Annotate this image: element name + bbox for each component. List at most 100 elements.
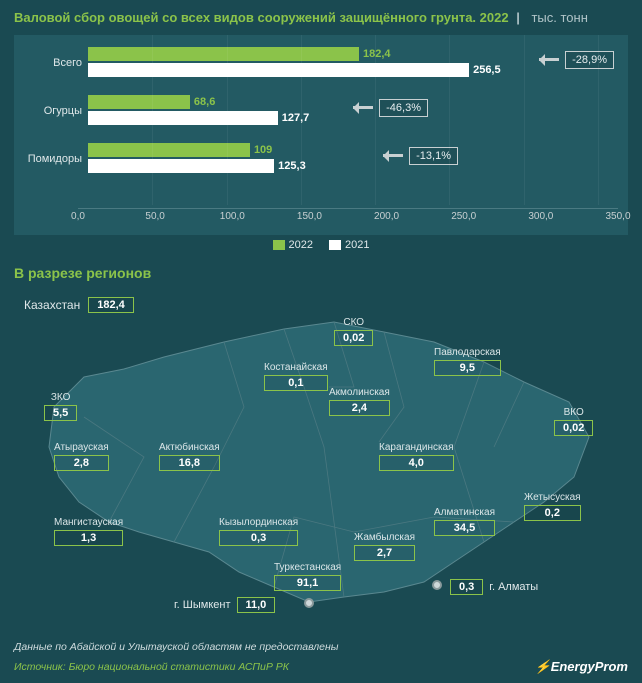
legend-item: 2021 xyxy=(329,239,369,251)
title-unit: тыс. тонн xyxy=(531,10,587,25)
bar-value-2022: 68,6 xyxy=(194,95,215,109)
kazakhstan-total: Казахстан 182,4 xyxy=(24,297,134,313)
region-label: Мангистауская 1,3 xyxy=(54,517,123,546)
map-area: Казахстан 182,4 СКО0,02Павлодарская9,5Ко… xyxy=(14,287,628,637)
city-marker-icon xyxy=(304,598,314,608)
x-axis xyxy=(78,208,618,209)
region-name: Жетысуская xyxy=(524,492,581,503)
city-name: г. Шымкент xyxy=(174,599,231,611)
region-name: Акмолинская xyxy=(329,387,390,398)
grid-line xyxy=(301,35,302,205)
region-value: 2,4 xyxy=(329,400,390,416)
city-value: 0,3 xyxy=(450,579,483,595)
x-tick-label: 100,0 xyxy=(220,211,245,222)
bar-row: Огурцы 68,6 127,7 -46,3% xyxy=(24,93,618,135)
x-tick-label: 150,0 xyxy=(297,211,322,222)
bar-2022: 182,4 xyxy=(88,47,359,61)
region-label: Алматинская 34,5 xyxy=(434,507,495,536)
delta-value: -28,9% xyxy=(565,51,614,69)
region-name: ВКО xyxy=(554,407,593,418)
delta-indicator: -13,1% xyxy=(377,147,458,165)
legend-item: 2022 xyxy=(273,239,313,251)
region-label: ЗКО 5,5 xyxy=(44,392,77,421)
city-label: г. Шымкент11,0 xyxy=(174,597,275,613)
region-value: 1,3 xyxy=(54,530,123,546)
legend-label: 2022 xyxy=(289,239,313,251)
city-name: г. Алматы xyxy=(489,581,538,593)
brand-logo: ⚡EnergyProm xyxy=(535,659,629,675)
x-tick-label: 0,0 xyxy=(71,211,85,222)
region-value: 4,0 xyxy=(379,455,454,471)
x-tick-label: 350,0 xyxy=(605,211,630,222)
region-name: Карагандинская xyxy=(379,442,454,453)
source-text: Источник: Бюро национальной статистики А… xyxy=(14,661,289,673)
legend-swatch xyxy=(329,240,341,250)
region-label: Костанайская 0,1 xyxy=(264,362,328,391)
category-label: Всего xyxy=(24,57,82,69)
region-value: 2,8 xyxy=(54,455,109,471)
region-value: 9,5 xyxy=(434,360,501,376)
region-label: Жетысуская 0,2 xyxy=(524,492,581,521)
region-label: Атырауская2,8 xyxy=(54,442,109,471)
region-value: 0,2 xyxy=(524,505,581,521)
delta-value: -46,3% xyxy=(379,99,428,117)
region-name: Мангистауская xyxy=(54,517,123,528)
bar-value-2021: 256,5 xyxy=(473,63,501,77)
region-name: Туркестанская xyxy=(274,562,341,573)
delta-value: -13,1% xyxy=(409,147,458,165)
region-name: Костанайская xyxy=(264,362,328,373)
region-value: 2,7 xyxy=(354,545,415,561)
region-label: СКО0,02 xyxy=(334,317,373,346)
region-value: 16,8 xyxy=(159,455,220,471)
delta-indicator: -46,3% xyxy=(347,99,428,117)
x-tick-label: 300,0 xyxy=(528,211,553,222)
arrow-left-icon xyxy=(377,150,403,162)
bar-2021: 125,3 xyxy=(88,159,274,173)
region-value: 0,02 xyxy=(554,420,593,436)
region-label: Актюбинская16,8 xyxy=(159,442,220,471)
grid-line xyxy=(152,35,153,205)
region-label: ВКО 0,02 xyxy=(554,407,593,436)
bar-value-2022: 109 xyxy=(254,143,272,157)
grid-line xyxy=(375,35,376,205)
legend-label: 2021 xyxy=(345,239,369,251)
title-separator: | xyxy=(516,10,520,25)
region-value: 0,3 xyxy=(219,530,298,546)
region-name: Павлодарская xyxy=(434,347,501,358)
header: Валовой сбор овощей со всех видов сооруж… xyxy=(0,0,642,31)
bar-value-2021: 127,7 xyxy=(282,111,310,125)
grid-line xyxy=(598,35,599,205)
region-name: СКО xyxy=(334,317,373,328)
region-value: 0,1 xyxy=(264,375,328,391)
bar-2022: 68,6 xyxy=(88,95,190,109)
delta-indicator: -28,9% xyxy=(533,51,614,69)
arrow-left-icon xyxy=(533,54,559,66)
footnote: Данные по Абайской и Улытауской областям… xyxy=(0,637,642,653)
grid-line xyxy=(227,35,228,205)
region-name: Жамбылская xyxy=(354,532,415,543)
bar-group: 109 125,3 xyxy=(88,143,618,175)
region-value: 5,5 xyxy=(44,405,77,421)
region-label: Кызылординская0,3 xyxy=(219,517,298,546)
title: Валовой сбор овощей со всех видов сооруж… xyxy=(14,10,509,25)
kazakhstan-value: 182,4 xyxy=(88,297,134,313)
x-tick-label: 250,0 xyxy=(451,211,476,222)
region-label: Павлодарская 9,5 xyxy=(434,347,501,376)
region-name: Алматинская xyxy=(434,507,495,518)
bar-chart: Всего 182,4 256,5 -28,9% Огурцы 68,6 127,7 -46,… xyxy=(14,35,628,235)
city-marker-icon xyxy=(432,580,442,590)
region-value: 34,5 xyxy=(434,520,495,536)
bar-2021: 256,5 xyxy=(88,63,469,77)
brand-name: EnergyProm xyxy=(551,659,628,674)
bar-row: Всего 182,4 256,5 -28,9% xyxy=(24,45,618,87)
footer: Источник: Бюро национальной статистики А… xyxy=(0,653,642,683)
region-label: Карагандинская 4,0 xyxy=(379,442,454,471)
arrow-left-icon xyxy=(347,102,373,114)
region-label: Акмолинская 2,4 xyxy=(329,387,390,416)
region-label: Туркестанская91,1 xyxy=(274,562,341,591)
category-label: Огурцы xyxy=(24,105,82,117)
grid-line xyxy=(524,35,525,205)
region-label: Жамбылская 2,7 xyxy=(354,532,415,561)
category-label: Помидоры xyxy=(24,153,82,165)
region-name: ЗКО xyxy=(44,392,77,403)
